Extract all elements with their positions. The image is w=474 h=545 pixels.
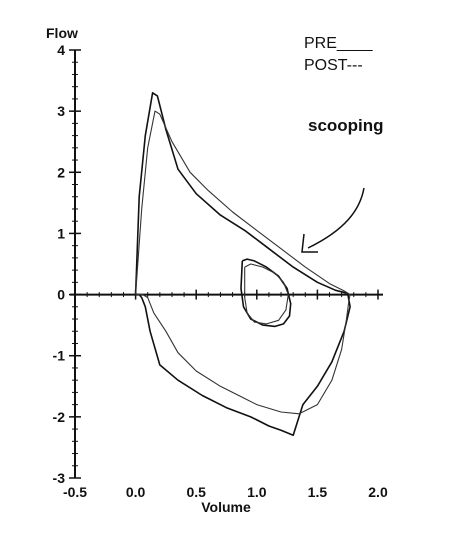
x-ticks: -0.5 0.0 0.5 1.0 1.5 2.0 [63,289,388,500]
x-tick-label: 0.5 [186,484,206,500]
y-axis-label: Flow [46,25,78,41]
y-tick-label: 3 [57,103,65,119]
axes [70,50,383,478]
x-tick-label: -0.5 [63,484,87,500]
legend-entry-pre: PRE____ [304,35,374,52]
annotation-scooping: scooping [308,116,384,135]
series-layer [134,92,351,436]
annotation-arrow [301,187,365,253]
x-tick-label: 0.0 [126,484,146,500]
x-tick-label: 2.0 [368,484,388,500]
y-tick-label: -3 [53,470,66,486]
x-tick-label: 1.5 [308,484,328,500]
y-ticks: -3 -2 -1 0 1 2 3 4 [53,42,81,486]
legend-entry-post: POST--- [304,57,363,74]
series-line-0 [134,92,351,436]
y-tick-label: -2 [53,409,66,425]
y-tick-label: 2 [57,164,65,180]
y-tick-label: 4 [57,42,65,58]
y-tick-label: -1 [53,348,66,364]
series-line-2 [240,258,292,328]
y-tick-label: 0 [57,287,65,303]
x-axis-label: Volume [201,499,251,515]
series-line-3 [244,263,289,325]
x-tick-label: 1.0 [247,484,267,500]
annotation-arrow-curve [307,187,365,249]
series-line-1 [135,110,351,415]
y-tick-label: 1 [57,225,65,241]
annotation-arrow-head [301,233,318,253]
